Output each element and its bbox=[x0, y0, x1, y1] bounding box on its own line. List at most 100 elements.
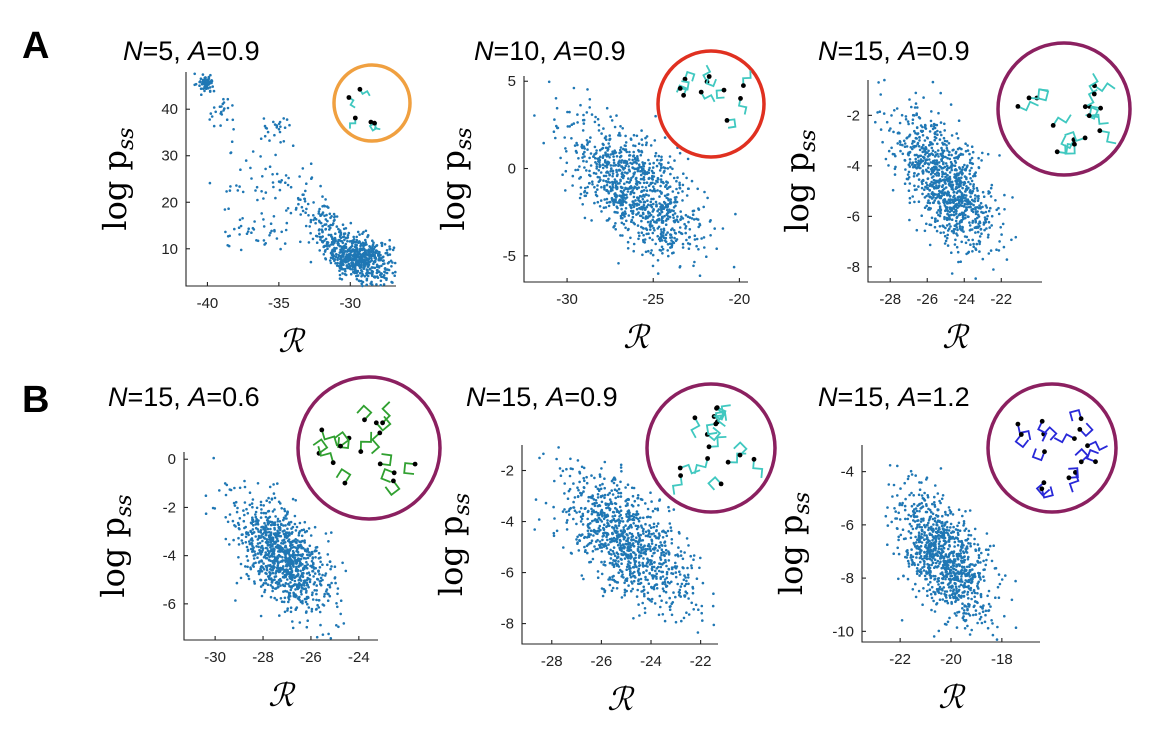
scatter-point bbox=[971, 221, 974, 224]
scatter-point bbox=[596, 496, 600, 499]
scatter-point bbox=[383, 267, 387, 271]
scatter-point bbox=[615, 193, 618, 197]
scatter-point bbox=[613, 476, 616, 480]
scatter-point bbox=[262, 504, 266, 507]
scatter-point bbox=[310, 610, 314, 613]
scatter-point bbox=[655, 221, 658, 224]
scatter-point bbox=[663, 554, 666, 558]
scatter-point bbox=[297, 534, 301, 537]
scatter-point bbox=[690, 217, 694, 220]
scatter-point bbox=[269, 595, 273, 599]
scatter-point bbox=[646, 591, 650, 595]
scatter-point bbox=[326, 553, 330, 556]
scatter-point bbox=[937, 155, 940, 158]
y-axis-label: log pss bbox=[434, 127, 477, 230]
scatter-point bbox=[356, 230, 360, 234]
scatter-point bbox=[582, 118, 586, 122]
scatter-point bbox=[948, 222, 951, 226]
scatter-point bbox=[942, 161, 945, 164]
scatter-point bbox=[908, 218, 911, 222]
polymer-bead bbox=[412, 461, 418, 467]
scatter-point bbox=[930, 216, 934, 220]
scatter-point bbox=[640, 138, 644, 141]
scatter-point bbox=[936, 142, 939, 146]
scatter-point bbox=[948, 218, 951, 221]
scatter-point bbox=[655, 587, 659, 590]
scatter-point bbox=[678, 265, 682, 268]
scatter-point bbox=[645, 141, 648, 144]
scatter-point bbox=[344, 236, 348, 240]
scatter-point bbox=[595, 167, 598, 170]
scatter-point bbox=[278, 569, 282, 573]
scatter-point bbox=[905, 136, 908, 140]
scatter-point bbox=[990, 214, 994, 218]
scatter-point bbox=[597, 488, 601, 491]
scatter-point bbox=[296, 597, 300, 600]
scatter-point bbox=[318, 207, 321, 211]
scatter-point bbox=[305, 529, 309, 533]
scatter-point bbox=[928, 243, 932, 247]
scatter-point bbox=[622, 528, 625, 532]
y-tick-label: 5 bbox=[508, 73, 516, 90]
scatter-point bbox=[955, 226, 959, 229]
scatter-point bbox=[633, 171, 637, 174]
scatter-point bbox=[615, 527, 619, 530]
scatter-point bbox=[323, 595, 326, 598]
scatter-point bbox=[670, 529, 673, 533]
scatter-point bbox=[624, 207, 628, 210]
scatter-point bbox=[198, 84, 201, 87]
scatter-point bbox=[625, 568, 628, 571]
polymer-bead bbox=[372, 120, 377, 126]
scatter-point bbox=[934, 131, 937, 134]
scatter-point bbox=[984, 204, 988, 207]
scatter-point bbox=[317, 570, 320, 573]
scatter-point bbox=[947, 153, 951, 157]
scatter-point bbox=[626, 483, 630, 487]
scatter-point bbox=[552, 531, 556, 535]
scatter-point bbox=[377, 265, 381, 268]
scatter-point bbox=[676, 553, 679, 556]
scatter-point bbox=[343, 257, 346, 261]
scatter-point bbox=[300, 572, 304, 575]
scatter-point bbox=[658, 594, 662, 598]
scatter-point bbox=[687, 576, 690, 579]
scatter-point bbox=[915, 228, 919, 232]
scatter-point bbox=[364, 241, 368, 244]
scatter-point bbox=[668, 522, 672, 525]
scatter-point bbox=[633, 574, 636, 578]
scatter-point bbox=[639, 497, 643, 501]
scatter-point bbox=[696, 187, 699, 191]
scatter-point bbox=[987, 209, 991, 213]
scatter-point bbox=[971, 250, 974, 253]
scatter-point bbox=[314, 234, 318, 238]
scatter-point bbox=[655, 567, 659, 570]
scatter-point bbox=[239, 168, 242, 171]
scatter-point bbox=[692, 608, 695, 611]
scatter-point bbox=[356, 253, 360, 257]
scatter-point bbox=[673, 236, 676, 240]
scatter-point bbox=[565, 510, 568, 514]
scatter-point bbox=[647, 184, 651, 187]
scatter-point bbox=[283, 541, 287, 544]
scatter-point bbox=[606, 147, 610, 151]
scatter-point bbox=[620, 549, 623, 552]
scatter-point bbox=[206, 80, 209, 84]
scatter-point bbox=[635, 202, 639, 206]
scatter-point bbox=[948, 171, 952, 174]
scatter-point bbox=[667, 559, 671, 562]
scatter-point bbox=[568, 125, 571, 128]
scatter-point bbox=[591, 549, 595, 553]
scatter-point bbox=[990, 224, 993, 227]
polymer-bead bbox=[377, 430, 383, 436]
scatter-point bbox=[662, 200, 666, 204]
scatter-point bbox=[586, 510, 590, 514]
scatter-point bbox=[227, 207, 230, 210]
scatter-point bbox=[678, 230, 681, 234]
scatter-point bbox=[911, 165, 915, 169]
scatter-point bbox=[603, 188, 606, 191]
scatter-point bbox=[648, 223, 652, 227]
scatter-point bbox=[672, 508, 676, 511]
scatter-point bbox=[327, 632, 330, 636]
scatter-point bbox=[697, 225, 700, 229]
scatter-point bbox=[607, 191, 611, 195]
